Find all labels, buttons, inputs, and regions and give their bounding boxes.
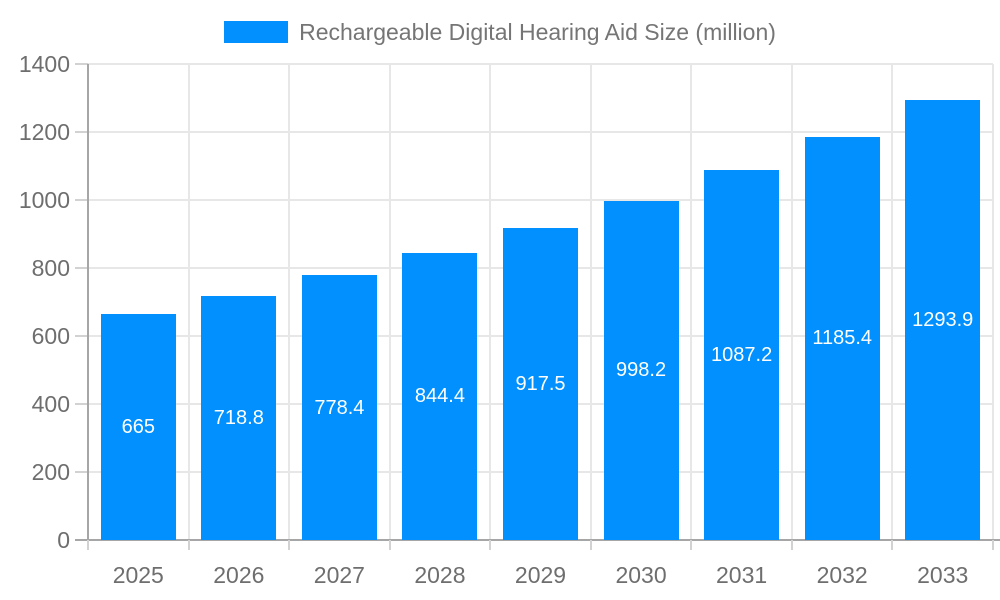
y-axis-tick [75,471,88,473]
v-gridline [589,64,592,540]
legend[interactable]: Rechargeable Digital Hearing Aid Size (m… [0,18,1000,46]
bar-value-label: 917.5 [515,373,566,396]
bar-value-label: 778.4 [314,396,365,419]
y-axis-tick [75,199,88,201]
x-axis-tick [187,540,190,550]
bar[interactable]: 718.8 [201,295,277,540]
legend-swatch-icon [224,21,289,43]
bar-value-label: 718.8 [213,406,264,429]
y-axis-tick-label: 0 [57,527,70,553]
x-axis-tick-label: 2030 [615,562,667,588]
y-axis-tick-label: 600 [31,323,70,349]
v-gridline [187,64,190,540]
x-axis-tick [288,540,291,550]
x-axis-tick [589,540,592,550]
y-axis-tick [75,131,88,133]
h-gridline [88,199,993,201]
x-axis-tick-label: 2026 [213,562,265,588]
y-axis-tick [75,63,88,65]
y-axis-tick-label: 1200 [18,119,70,145]
bar[interactable]: 1185.4 [804,136,880,540]
y-axis-line [87,64,89,540]
bar[interactable]: 844.4 [402,252,478,540]
x-axis-tick [489,540,492,550]
y-axis-tick-label: 1000 [18,187,70,213]
y-axis-tick-label: 1400 [18,51,70,77]
bar-value-label: 1087.2 [711,344,773,367]
x-axis-tick [891,540,894,550]
x-axis-tick [992,540,994,550]
x-axis-tick [388,540,391,550]
v-gridline [891,64,894,540]
bar-value-label: 844.4 [414,385,465,408]
x-axis-tick-label: 2025 [112,562,164,588]
v-gridline [288,64,291,540]
bar[interactable]: 665 [100,313,176,540]
h-gridline [88,131,993,133]
bar-value-label: 665 [121,415,155,438]
x-axis-tick-label: 2027 [313,562,365,588]
v-gridline [388,64,391,540]
x-axis-tick-label: 2031 [716,562,768,588]
y-axis-tick [75,335,88,337]
v-gridline [690,64,693,540]
bar-value-label: 998.2 [616,359,667,382]
y-axis-tick-label: 200 [31,459,70,485]
v-gridline [489,64,492,540]
v-gridline [790,64,793,540]
x-axis-tick-label: 2028 [414,562,466,588]
y-axis-tick [75,267,88,269]
x-axis-tick [790,540,793,550]
x-axis-tick-label: 2032 [816,562,868,588]
x-axis-tick [690,540,693,550]
bar[interactable]: 1293.9 [905,100,981,540]
y-axis-tick-label: 400 [31,391,70,417]
x-axis-tick [87,540,89,550]
x-axis-tick-label: 2029 [514,562,567,588]
bar[interactable]: 998.2 [603,200,679,540]
y-axis-tick-label: 800 [31,255,70,281]
bar[interactable]: 778.4 [301,275,377,540]
bar[interactable]: 917.5 [503,228,578,540]
legend-label: Rechargeable Digital Hearing Aid Size (m… [299,19,776,45]
x-axis-line [75,539,1000,541]
y-axis-tick [75,403,88,405]
x-axis-tick-label: 2033 [917,562,969,588]
bar[interactable]: 1087.2 [704,170,780,540]
h-gridline [88,63,993,65]
bar-value-label: 1185.4 [812,327,872,350]
bar-value-label: 1293.9 [912,309,974,332]
v-gridline [992,64,994,540]
